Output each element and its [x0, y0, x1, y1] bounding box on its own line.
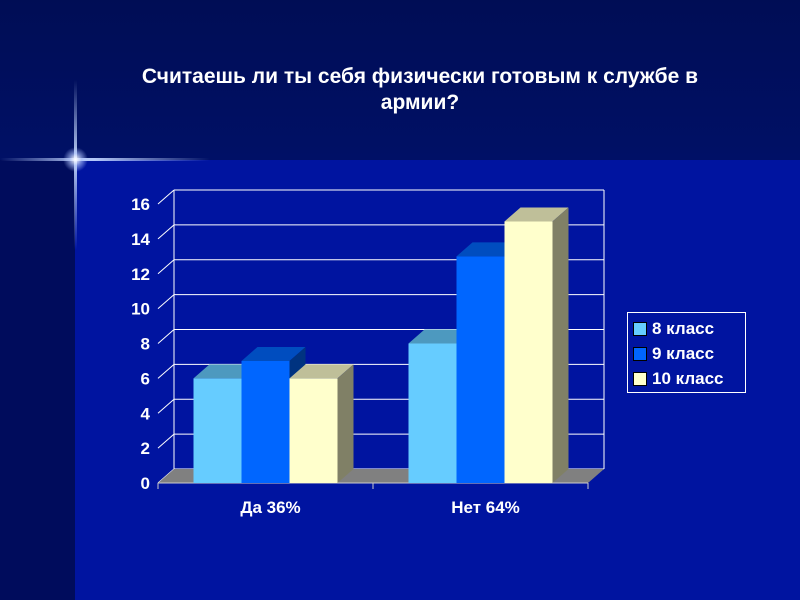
- bar-front-2-2: [456, 256, 505, 483]
- legend-label-8: 8 класс: [652, 318, 715, 338]
- bar-2-3: [504, 207, 569, 483]
- gridline-side-12: [157, 259, 175, 275]
- x-category-label-2: Нет 64%: [451, 498, 520, 517]
- legend-swatch-10: [633, 371, 647, 386]
- light-flare-core: [63, 147, 88, 172]
- gridline-side-4: [157, 398, 175, 414]
- y-tick-label-2: 2: [141, 439, 150, 458]
- legend-label-10: 10 класс: [652, 368, 724, 388]
- y-tick-label-10: 10: [131, 300, 150, 319]
- gridline-side-14: [157, 224, 175, 240]
- gridline-side-10: [157, 294, 175, 310]
- y-tick-label-12: 12: [131, 265, 150, 284]
- legend-swatch-8: [633, 321, 647, 336]
- bar-front-2-3: [504, 221, 553, 483]
- gridline-side-2: [157, 433, 175, 449]
- legend-swatch-9: [633, 346, 647, 361]
- light-flare-horizontal: [0, 158, 210, 161]
- bar-front-1-3: [289, 378, 338, 483]
- chart-legend: 8 класс 9 класс 10 класс: [627, 312, 746, 393]
- bar-front-2-1: [408, 343, 457, 483]
- y-tick-label-4: 4: [141, 404, 151, 423]
- y-tick-label-0: 0: [141, 474, 150, 493]
- bar-front-1-1: [193, 378, 242, 483]
- y-tick-label-14: 14: [131, 230, 150, 249]
- gridline-side-8: [157, 329, 175, 344]
- bar-top-1-2: [241, 346, 306, 361]
- legend-item-10: 10 класс: [633, 366, 745, 391]
- bar-1-3: [289, 364, 354, 483]
- gridline-side-16: [157, 189, 175, 205]
- y-tick-label-16: 16: [131, 195, 150, 214]
- gridline-side-6: [157, 363, 175, 379]
- bar-front-1-2: [241, 360, 290, 483]
- slide-left-band: [0, 160, 75, 600]
- bar-side-1-3: [337, 364, 354, 483]
- legend-item-8: 8 класс: [633, 316, 745, 341]
- x-category-label-1: Да 36%: [240, 498, 300, 517]
- legend-label-9: 9 класс: [652, 343, 715, 363]
- legend-item-9: 9 класс: [633, 341, 745, 366]
- chart-bars: [193, 207, 569, 483]
- y-tick-label-6: 6: [141, 369, 150, 388]
- chart-title: Считаешь ли ты себя физически готовым к …: [141, 65, 699, 114]
- y-axis-ticks: 0 2 4 6 8 10 12 14 16: [131, 195, 150, 493]
- x-axis-categories: Да 36% Нет 64%: [240, 498, 519, 517]
- slide-header-background: [0, 0, 800, 160]
- y-tick-label-8: 8: [141, 335, 150, 354]
- bar-top-1-3: [289, 364, 354, 379]
- bar-top-2-3: [504, 207, 569, 222]
- bar-side-2-3: [552, 207, 569, 483]
